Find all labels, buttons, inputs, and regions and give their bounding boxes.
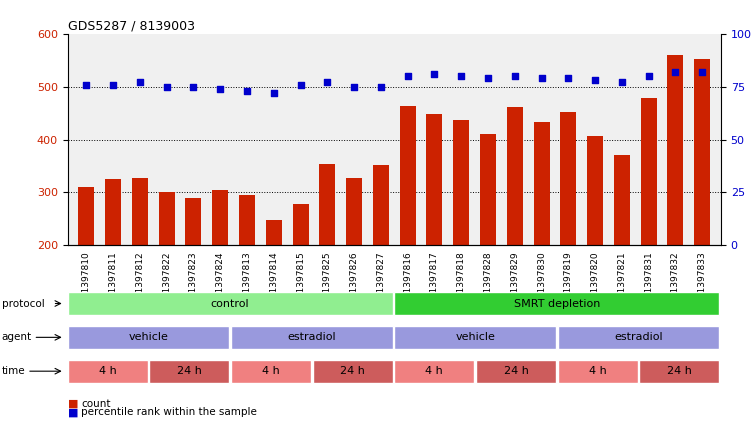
Point [268,90,280,96]
Text: vehicle: vehicle [455,332,495,342]
Bar [346,178,362,351]
Point [428,71,440,77]
Bar [533,122,550,351]
Text: 24 h: 24 h [177,366,202,376]
Bar [694,59,710,351]
Point [482,75,494,82]
Bar [560,112,576,351]
Bar [78,187,95,351]
Text: estradiol: estradiol [288,332,336,342]
Point [188,83,200,90]
Bar [641,99,656,351]
Point [214,85,226,92]
Text: agent: agent [2,332,32,342]
Text: percentile rank within the sample: percentile rank within the sample [81,407,257,418]
Bar [319,165,336,351]
Bar [132,178,148,351]
Bar [614,156,630,351]
Point [107,81,119,88]
Bar [587,136,603,351]
Point [294,81,306,88]
Point [508,73,520,80]
Text: protocol: protocol [2,299,44,308]
Bar [427,114,442,351]
Text: 24 h: 24 h [340,366,365,376]
Point [589,77,601,84]
Bar [158,192,175,351]
Text: ■: ■ [68,399,78,409]
Bar [668,55,683,351]
Point [643,73,655,80]
Point [161,83,173,90]
Point [402,73,414,80]
Text: 4 h: 4 h [589,366,607,376]
Bar [372,165,389,351]
Point [348,83,360,90]
Bar [507,107,523,351]
Point [80,81,92,88]
Text: control: control [211,299,249,308]
Text: 24 h: 24 h [504,366,529,376]
Text: vehicle: vehicle [128,332,168,342]
Point [375,83,387,90]
Text: SMRT depletion: SMRT depletion [514,299,600,308]
Point [696,69,708,75]
Bar [266,220,282,351]
Text: 4 h: 4 h [99,366,116,376]
Bar [239,195,255,351]
Point [616,79,628,86]
Text: count: count [81,399,110,409]
Point [535,75,547,82]
Point [134,79,146,86]
Bar [293,204,309,351]
Point [669,69,681,75]
Point [321,79,333,86]
Bar [453,120,469,351]
Text: 4 h: 4 h [426,366,443,376]
Bar [213,190,228,351]
Text: GDS5287 / 8139003: GDS5287 / 8139003 [68,20,195,33]
Bar [185,198,201,351]
Bar [400,106,416,351]
Text: 4 h: 4 h [262,366,280,376]
Bar [480,135,496,351]
Point [455,73,467,80]
Text: time: time [2,366,25,376]
Bar [105,179,121,351]
Point [562,75,575,82]
Text: estradiol: estradiol [614,332,663,342]
Point [241,88,253,94]
Text: ■: ■ [68,407,78,418]
Text: 24 h: 24 h [667,366,692,376]
